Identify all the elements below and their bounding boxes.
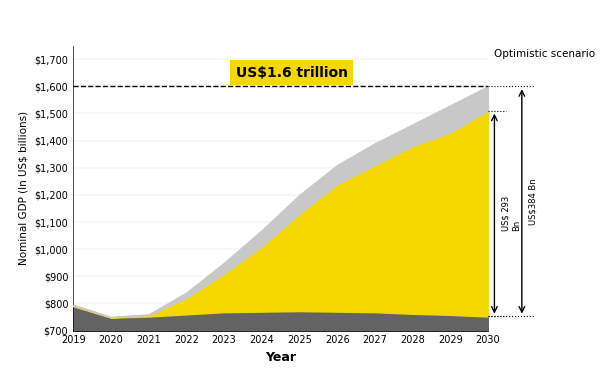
Text: US$1.6 trillion: US$1.6 trillion [236, 66, 348, 80]
Text: US$ 293
Bn: US$ 293 Bn [501, 196, 521, 231]
X-axis label: Year: Year [265, 351, 296, 364]
Y-axis label: Nominal GDP (In US$ billions): Nominal GDP (In US$ billions) [19, 111, 29, 265]
Text: Optimistic scenario: Optimistic scenario [494, 49, 595, 59]
Text: US$384 Bn: US$384 Bn [529, 178, 538, 225]
